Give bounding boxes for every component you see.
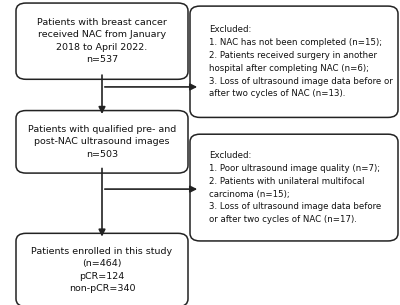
FancyBboxPatch shape: [16, 3, 188, 79]
Text: Excluded:
1. Poor ultrasound image quality (n=7);
2. Patients with unilateral mu: Excluded: 1. Poor ultrasound image quali…: [209, 151, 381, 224]
FancyBboxPatch shape: [190, 134, 398, 241]
Text: Excluded:
1. NAC has not been completed (n=15);
2. Patients received surgery in : Excluded: 1. NAC has not been completed …: [209, 25, 392, 99]
Text: Patients with breast cancer
received NAC from January
2018 to April 2022.
n=537: Patients with breast cancer received NAC…: [37, 18, 167, 64]
Text: Patients with qualified pre- and
post-NAC ultrasound images
n=503: Patients with qualified pre- and post-NA…: [28, 125, 176, 159]
FancyBboxPatch shape: [16, 111, 188, 173]
Text: Patients enrolled in this study
(n=464)
pCR=124
non-pCR=340: Patients enrolled in this study (n=464) …: [32, 247, 172, 293]
FancyBboxPatch shape: [16, 233, 188, 305]
FancyBboxPatch shape: [190, 6, 398, 117]
